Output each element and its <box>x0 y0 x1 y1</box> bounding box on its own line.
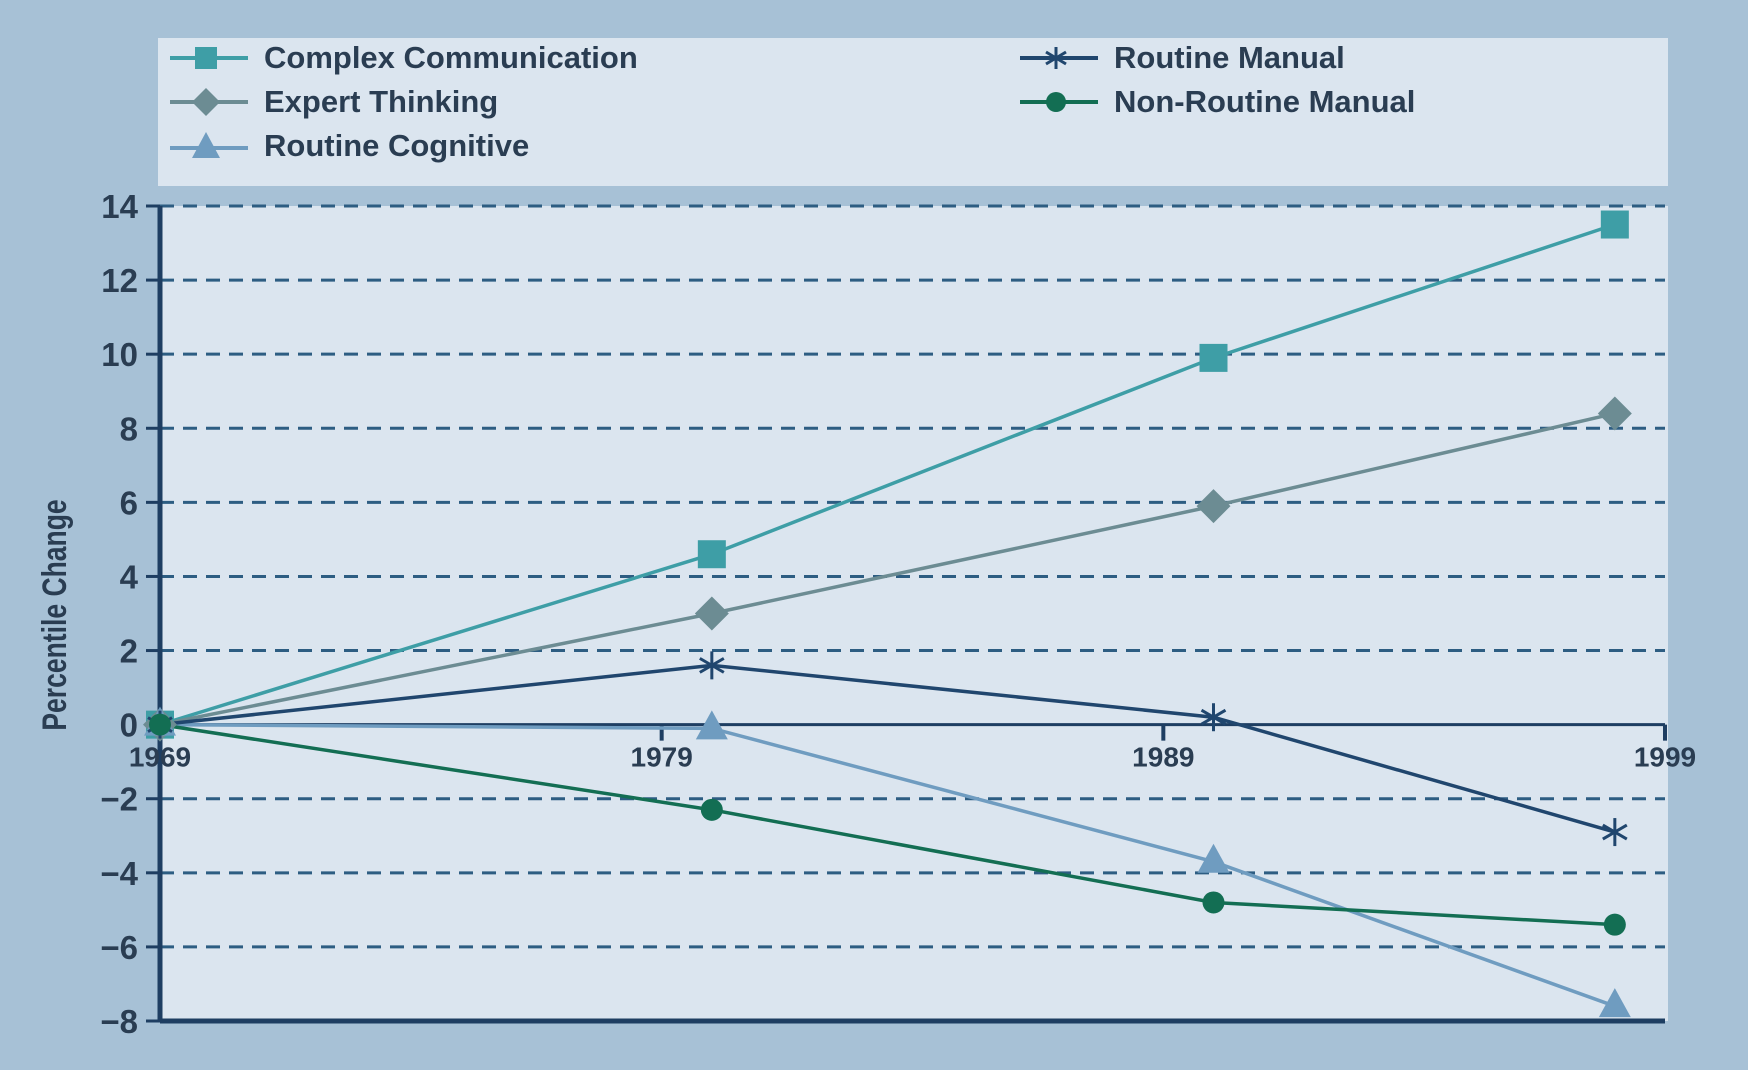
data-point-triangle <box>1598 988 1631 1018</box>
y-tick-label: 2 <box>120 633 138 670</box>
data-point-triangle <box>1197 843 1230 873</box>
x-tick-label: 1989 <box>1132 742 1194 773</box>
series-line <box>159 663 1616 834</box>
data-point-circle <box>1603 913 1626 936</box>
data-point-square <box>1600 210 1629 239</box>
data-point-star <box>1602 818 1628 847</box>
data-point-diamond <box>694 596 729 631</box>
legend-label: Non-Routine Manual <box>1114 84 1416 119</box>
legend-diamond-marker-icon <box>170 88 248 116</box>
legend-item-routine-manual: Routine Manual <box>1018 38 1345 78</box>
star-stroke <box>1602 823 1628 841</box>
legend-label: Routine Cognitive <box>264 128 530 163</box>
plot-area <box>160 206 1668 1021</box>
legend-item-complex-communication: Complex Communication <box>168 38 638 78</box>
legend-label: Complex Communication <box>264 40 638 75</box>
x-tick-label: 1979 <box>631 742 693 773</box>
series-line <box>159 722 1616 1008</box>
series-line <box>159 411 1616 727</box>
y-tick-label: −4 <box>100 855 138 892</box>
y-tick-label: 8 <box>120 410 138 447</box>
axes: 14 12 10 8 6 4 2 0 −2 −4 −6 −8 1969 1979 1989 1999 <box>100 188 1696 1040</box>
legend: Complex Communication Expert Thinking Ro… <box>158 38 1668 186</box>
legend-label: Routine Manual <box>1114 40 1345 75</box>
star-stroke <box>699 657 725 674</box>
data-point-diamond <box>1196 489 1231 524</box>
star-stroke <box>1200 708 1227 726</box>
legend-item-expert-thinking: Expert Thinking <box>168 82 498 122</box>
legend-item-non-routine-manual: Non-Routine Manual <box>1018 82 1415 122</box>
data-point-square <box>1199 343 1228 372</box>
data-point-circle <box>700 798 723 821</box>
y-tick-label: 0 <box>120 707 138 744</box>
y-tick-label: 10 <box>101 336 138 373</box>
y-tick-label: 14 <box>101 188 138 225</box>
data-point-triangle <box>695 710 728 740</box>
legend-circle-marker-icon <box>1020 92 1098 112</box>
gridlines <box>160 204 1665 949</box>
y-tick-label: −8 <box>100 1003 138 1040</box>
y-axis-label: Percentile Change <box>36 499 74 730</box>
series-layer <box>143 210 1632 1018</box>
data-point-circle <box>1202 891 1225 914</box>
legend-triangle-marker-icon <box>170 132 248 158</box>
y-tick-label: −6 <box>100 929 138 966</box>
series-line <box>159 722 1615 927</box>
legend-item-routine-cognitive: Routine Cognitive <box>168 126 529 166</box>
legend-label: Expert Thinking <box>264 84 499 119</box>
legend-star-marker-icon <box>1020 47 1098 69</box>
data-point-diamond <box>1597 396 1632 431</box>
x-tick-label: 1999 <box>1634 742 1696 773</box>
series-line <box>159 222 1616 727</box>
x-tick-label: 1969 <box>129 742 191 773</box>
data-point-square <box>697 540 726 569</box>
y-tick-label: 4 <box>120 558 139 595</box>
y-tick-label: −2 <box>100 781 138 818</box>
y-tick-label: 12 <box>101 262 138 299</box>
y-tick-label: 6 <box>120 484 138 521</box>
legend-square-marker-icon <box>170 47 248 69</box>
data-point-star <box>1200 703 1227 732</box>
data-point-circle <box>149 713 171 736</box>
data-point-star <box>699 651 725 680</box>
